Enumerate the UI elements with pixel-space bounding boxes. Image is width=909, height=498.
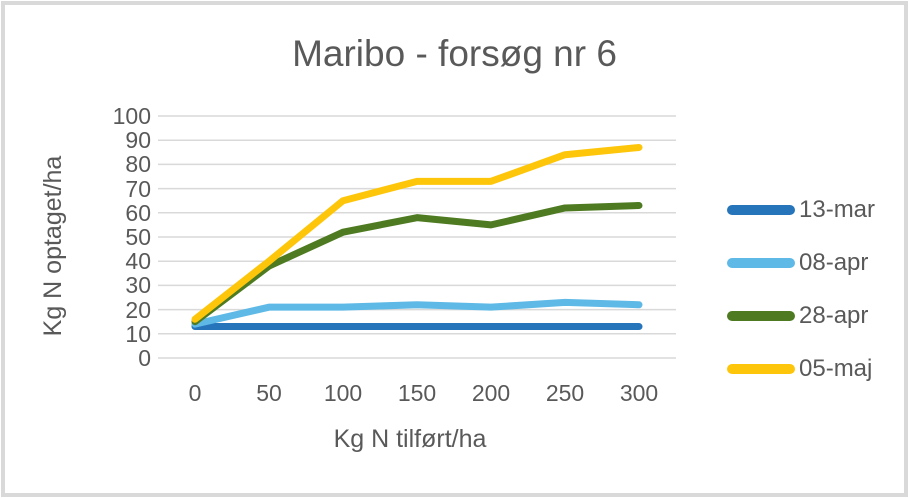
series-line-08-apr: [191, 298, 643, 328]
legend-label: 05-maj: [799, 355, 873, 382]
x-tick-label: 50: [256, 380, 282, 406]
legend-swatch-icon: [727, 311, 795, 321]
legend-item-08-apr: 08-apr: [727, 248, 868, 278]
y-tick-label: 60: [125, 199, 151, 226]
x-tick-label: 0: [188, 380, 202, 406]
y-tick-label: 90: [125, 127, 151, 154]
legend-label: 08-apr: [799, 249, 869, 276]
y-tick-label: 70: [125, 175, 151, 202]
y-tick-label: 30: [125, 272, 151, 299]
plot-area: [158, 115, 676, 359]
legend-label: 28-apr: [799, 302, 869, 329]
legend-item-28-apr: 28-apr: [727, 301, 868, 331]
x-tick-label: 300: [619, 380, 659, 406]
legend-swatch-icon: [727, 364, 795, 374]
x-tick-label: 150: [397, 380, 437, 406]
y-tick-label: 100: [112, 103, 151, 129]
x-axis-title: Kg N tilført/ha: [333, 425, 487, 453]
y-tick-label: 10: [125, 320, 151, 347]
y-tick-label: 20: [125, 296, 151, 323]
legend-item-05-maj: 05-maj: [727, 354, 872, 384]
x-tick-label: 250: [545, 380, 585, 406]
series-line-05-maj: [191, 143, 643, 323]
y-axis-title: Kg N optaget/ha: [39, 155, 67, 337]
legend-swatch-icon: [727, 258, 795, 268]
x-tick-label: 200: [471, 380, 511, 406]
legend-item-13-mar: 13-mar: [727, 195, 875, 225]
y-tick-label: 50: [125, 224, 151, 250]
legend-swatch-icon: [727, 205, 795, 215]
y-tick-label: 40: [125, 248, 151, 275]
chart-title: Maribo - forsøg nr 6: [292, 33, 617, 74]
x-tick-label: 100: [323, 380, 363, 406]
y-tick-label: 0: [138, 345, 151, 371]
y-tick-label: 80: [125, 151, 151, 178]
series-line-28-apr: [191, 202, 643, 326]
legend-label: 13-mar: [799, 196, 876, 223]
